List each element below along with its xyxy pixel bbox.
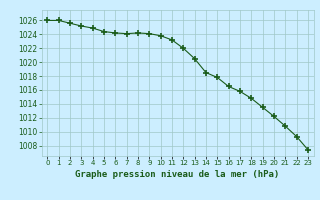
X-axis label: Graphe pression niveau de la mer (hPa): Graphe pression niveau de la mer (hPa)	[76, 170, 280, 179]
